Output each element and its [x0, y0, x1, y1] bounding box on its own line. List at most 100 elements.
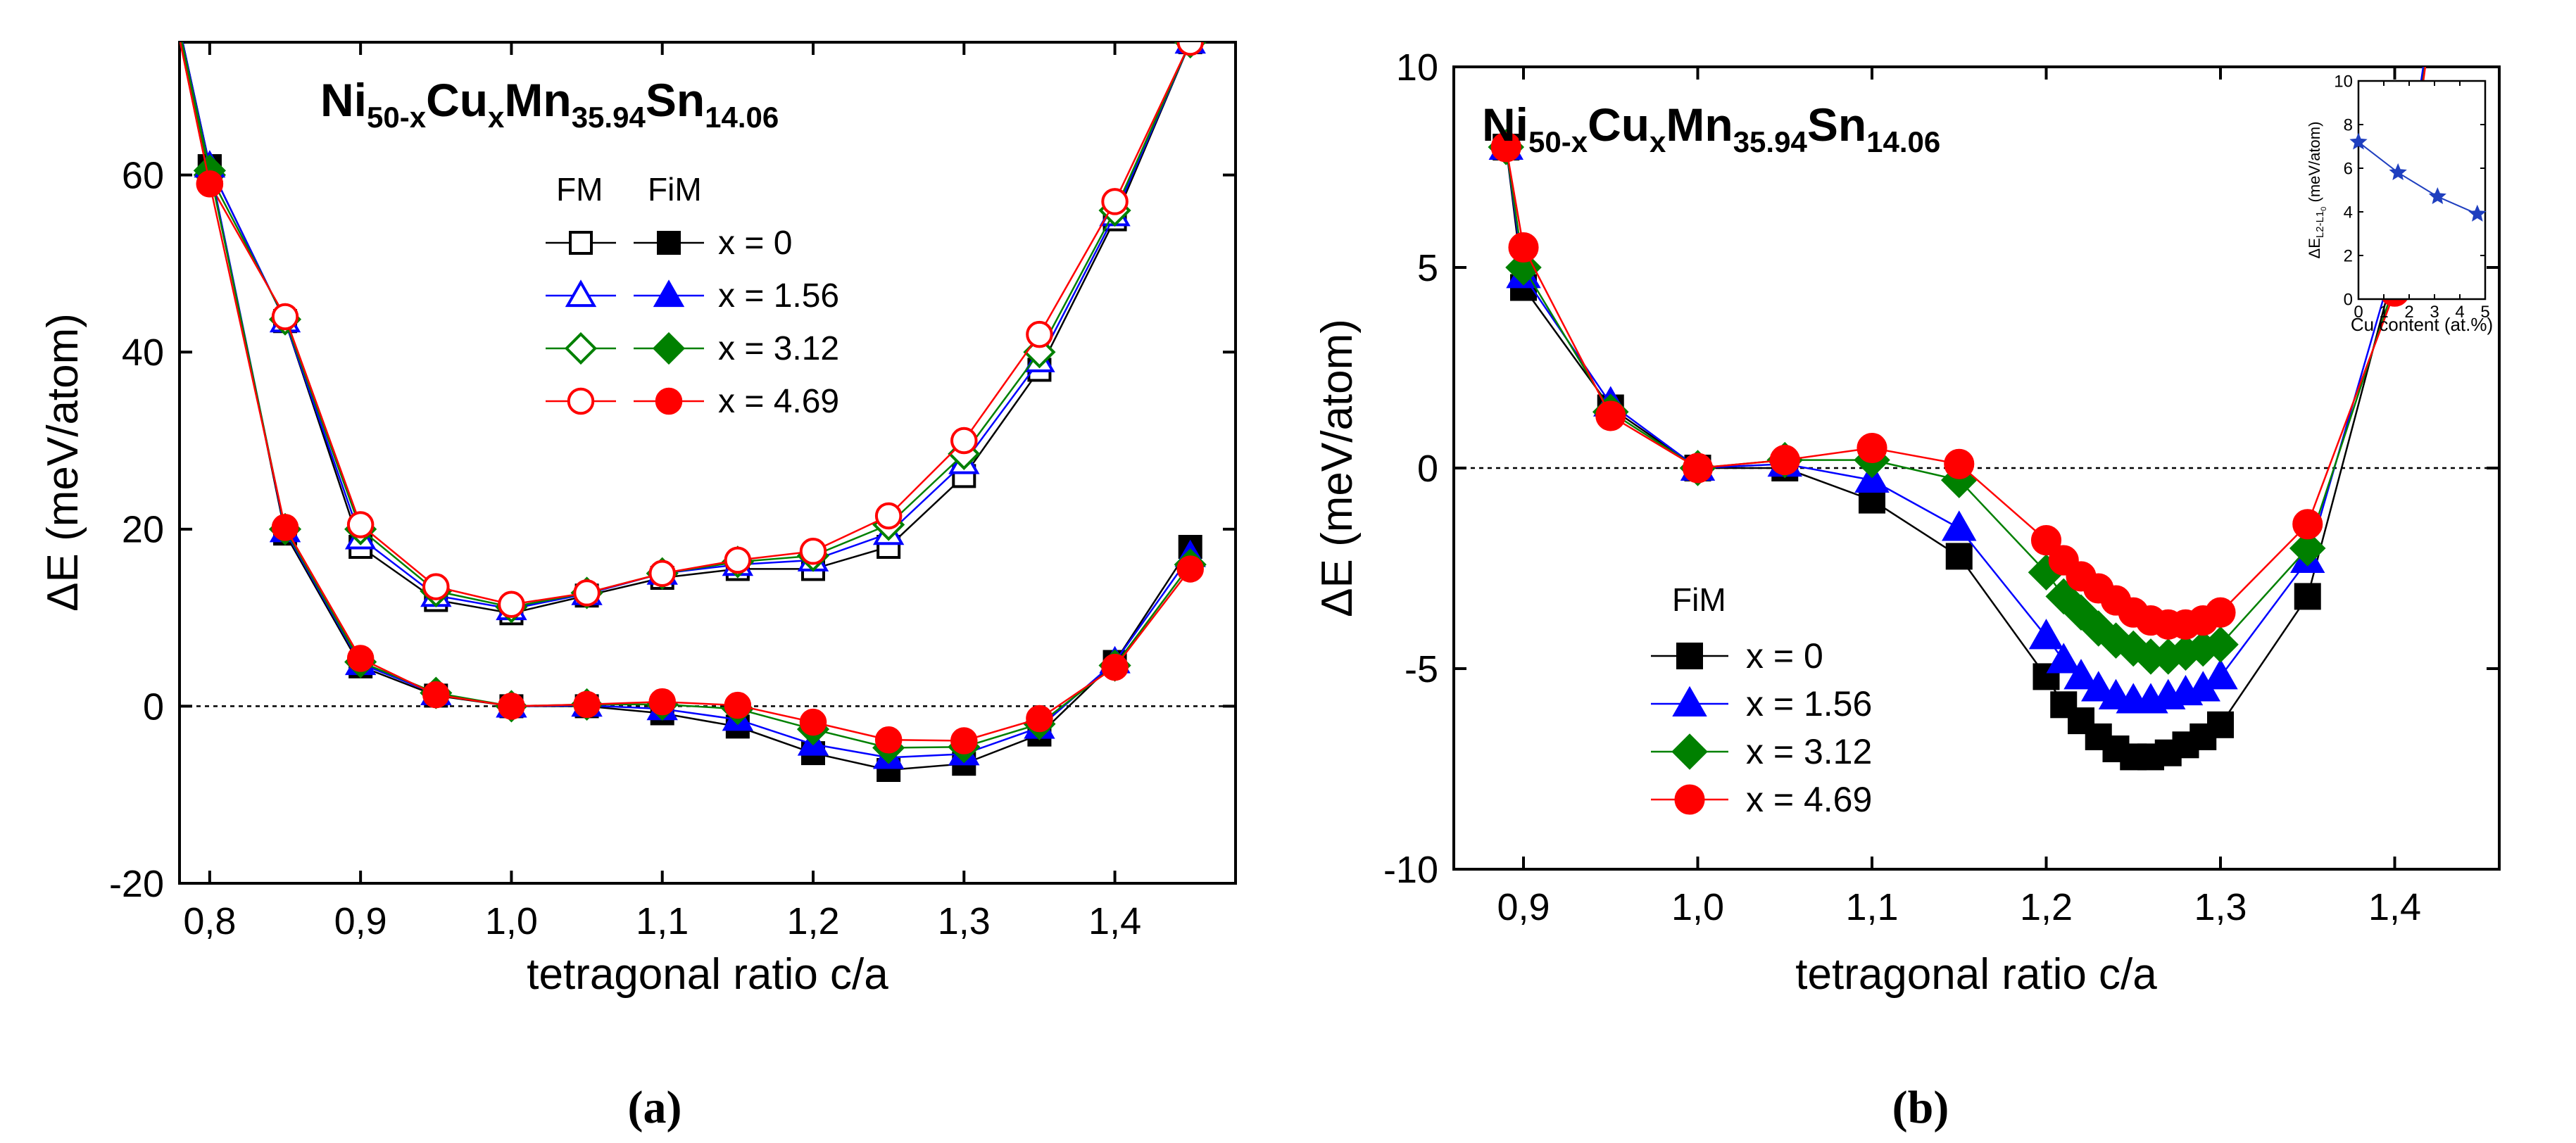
panel-a-series-line	[180, 42, 1192, 606]
panel-b-legend-entry: x = 4.69	[1651, 780, 1872, 819]
panel-a-data-point	[196, 170, 224, 198]
panel-b-data-point	[2292, 509, 2323, 540]
panel-a-ytick-label: 60	[122, 155, 164, 197]
panel-b-data-point	[1508, 232, 1539, 263]
panel-a-data-point	[498, 591, 525, 619]
panel-b-y-axis-label: ΔE (meV/atom)	[1313, 319, 1362, 617]
panel-a-data-point	[1026, 705, 1053, 733]
panel-b-title-cu-sub: x	[1650, 125, 1666, 158]
panel-a-legend-marker-fim	[653, 279, 685, 308]
panel-a-title-mn: Mn	[504, 74, 571, 126]
panel-a-legend-marker-fim	[655, 387, 683, 415]
panel-a-ytick-label: -20	[109, 863, 164, 905]
panel-a-legend-marker-fm	[567, 387, 595, 415]
panel-a-data-point	[346, 645, 375, 672]
panel-b-xtick-label: 1,4	[2368, 886, 2421, 928]
panel-b-title-ni: Ni	[1482, 99, 1528, 151]
panel-a-y-ticks: -20 0 20 40 60	[109, 155, 1236, 905]
panel-a-data-point	[724, 546, 752, 574]
inset-x-axis-label: Cu content (at.%)	[2351, 314, 2493, 335]
panel-a-ytick-label: 0	[143, 686, 164, 728]
panel-b-title: Ni50-xCuxMn35.94Sn14.06	[1482, 99, 1940, 158]
panel-a-title-sn-sub: 14.06	[705, 101, 779, 134]
panel-a-title-cu: Cu	[426, 74, 488, 126]
panel-b-ytick-label: -10	[1383, 849, 1438, 891]
panel-b-data-point	[2207, 711, 2234, 738]
panel-a-legend-marker-fm	[569, 231, 593, 255]
panel-a-data-point	[422, 573, 450, 600]
panel-a-data-point	[648, 688, 676, 716]
panel-a-legend-header-fm: FM	[556, 171, 603, 208]
panel-a-series-layer	[180, 42, 1207, 782]
panel-b-title-mn: Mn	[1666, 99, 1733, 151]
panel-a-x-axis-label: tetragonal ratio c/a	[527, 950, 888, 999]
panel-a-plot-frame	[178, 41, 1237, 885]
panel-a-data-point	[573, 690, 601, 719]
inset-y-ticks: 0 2 4 6 8 10	[2334, 72, 2485, 309]
panel-a-legend-label: x = 3.12	[718, 330, 839, 367]
panel-b-legend-entry: x = 0	[1651, 636, 1823, 676]
panel-a-legend-entry: x = 3.12	[546, 330, 839, 367]
panel-b-ytick-label: 5	[1417, 247, 1438, 289]
panel-b-ytick-label: 0	[1417, 448, 1438, 490]
panel-a-data-point	[573, 579, 601, 607]
panel-a-legend-entry: x = 0	[546, 225, 792, 262]
inset-data-point	[2349, 132, 2368, 150]
panel-b-data-point	[2115, 630, 2152, 667]
panel-a-legend-marker-fm	[564, 331, 598, 365]
panel-a-xtick-label: 1,2	[786, 900, 839, 942]
inset-ytick-label: 8	[2344, 115, 2353, 134]
panel-a-legend-label: x = 4.69	[718, 383, 839, 420]
panel-b-ytick-label: -5	[1405, 648, 1438, 690]
panel-b-xtick-label: 0,9	[1497, 886, 1550, 928]
panel-b-caption: (b)	[1892, 1082, 1949, 1133]
panel-a-legend-entry: x = 1.56	[546, 277, 839, 315]
inset-series-layer	[2349, 132, 2487, 222]
panel-b-data-point	[1944, 448, 1975, 479]
panel-a-title-sn: Sn	[646, 74, 705, 126]
inset-ytick-label: 0	[2344, 290, 2353, 309]
panel-b-data-point	[2063, 659, 2099, 690]
panel-a-data-point	[1026, 320, 1053, 348]
panel-a-ytick-label: 20	[122, 509, 164, 551]
panel-a-xtick-label: 1,4	[1088, 900, 1141, 942]
panel-b-legend: FiM x = 0 x = 1.56 x = 3.12 x = 4.69	[1651, 581, 1872, 819]
inset-y-label-sub-a: L2	[2314, 226, 2326, 238]
panel-b-data-point	[2080, 610, 2117, 647]
inset-ytick-label: 2	[2344, 246, 2353, 265]
panel-b-title-cu: Cu	[1588, 99, 1650, 151]
panel-b-legend-header-fim: FiM	[1672, 581, 1726, 618]
panel-a-ytick-label: 40	[122, 331, 164, 374]
inset-data-point	[2389, 163, 2407, 180]
panel-a-legend-marker-fm	[565, 279, 597, 308]
panel-a-data-point	[648, 560, 676, 587]
panel-a-data-point	[724, 691, 752, 719]
panel-a-legend-entry: x = 4.69	[546, 383, 839, 420]
panel-b-title-mn-sub: 35.94	[1733, 125, 1808, 158]
panel-a-data-point	[874, 502, 903, 530]
inset-y-label-sub-b: -L1	[2314, 211, 2326, 227]
panel-a-legend-label: x = 1.56	[718, 277, 839, 315]
panel-b-xtick-label: 1,2	[2020, 886, 2073, 928]
panel-b-data-point	[1682, 453, 1714, 484]
panel-b-data-point	[2030, 525, 2062, 556]
panel-a-data-point	[799, 538, 827, 565]
panel-b-xtick-label: 1,0	[1671, 886, 1724, 928]
panel-b-data-point	[1942, 510, 1977, 541]
panel-b-legend-entry: x = 1.56	[1651, 684, 1872, 724]
panel-a-data-point	[498, 693, 525, 720]
panel-b-legend-entry: x = 3.12	[1651, 732, 1872, 771]
panel-a-data-point	[1101, 188, 1129, 215]
panel-b-ytick-label: 10	[1396, 46, 1438, 89]
panel-a-series-FiM-x4.69	[180, 42, 1204, 754]
panel-a-legend-marker-fim	[657, 231, 681, 255]
panel-b-data-point	[1854, 462, 1890, 493]
panel-b-legend-label: x = 4.69	[1746, 780, 1872, 819]
inset-data-point	[2468, 204, 2487, 222]
panel-b-legend-marker	[1676, 643, 1703, 669]
panel-b-data-point	[2294, 583, 2321, 610]
panel-a-data-point	[1176, 555, 1204, 583]
panel-a-xtick-label: 1,1	[636, 900, 689, 942]
inset-xtick-label: 0	[2354, 303, 2363, 322]
